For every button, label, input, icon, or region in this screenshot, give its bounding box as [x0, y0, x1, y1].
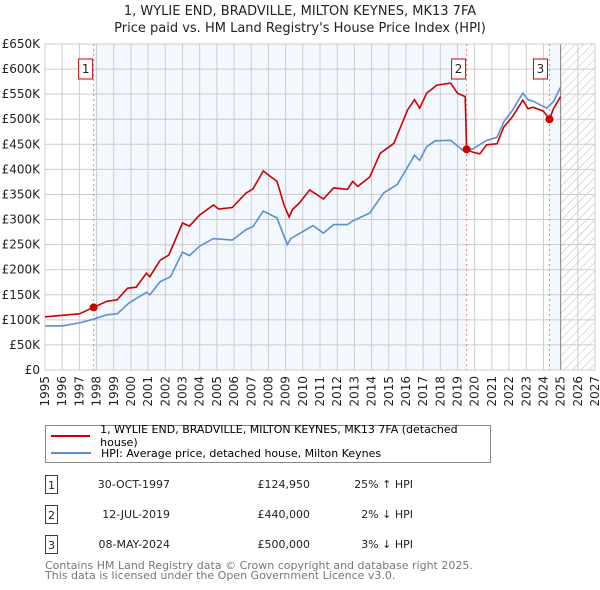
y-tick-label: £100K — [2, 313, 42, 327]
sale-row: 2 12-JUL-2019 £440,000 2% ↓ HPI — [45, 505, 445, 525]
x-tick-label: 2010 — [296, 376, 310, 407]
x-tick-label: 2013 — [347, 376, 361, 407]
x-tick-label: 2001 — [141, 376, 155, 407]
sale-row: 3 08-MAY-2024 £500,000 3% ↓ HPI — [45, 535, 445, 555]
x-tick-label: 2002 — [158, 376, 172, 407]
chart-subtitle: Price paid vs. HM Land Registry's House … — [114, 21, 486, 36]
x-tick-label: 2005 — [210, 376, 224, 407]
x-tick-label: 1998 — [90, 376, 104, 407]
x-tick-label: 1996 — [55, 376, 69, 407]
y-tick-label: £600K — [2, 62, 42, 76]
sale-price: £440,000 — [257, 508, 311, 521]
x-tick-label: 2015 — [382, 376, 396, 407]
sale-hpi-diff: 3% ↓ HPI — [361, 538, 413, 551]
y-tick-label: £250K — [2, 238, 42, 252]
sale-row: 1 30-OCT-1997 £124,950 25% ↑ HPI — [45, 475, 445, 495]
series-line — [45, 86, 562, 327]
legend-swatch-red — [51, 435, 91, 437]
legend: 1, WYLIE END, BRADVILLE, MILTON KEYNES, … — [45, 423, 491, 463]
x-tick-label: 2018 — [433, 376, 447, 407]
x-tick-label: 1997 — [72, 376, 86, 407]
sale-date: 08-MAY-2024 — [98, 538, 170, 551]
ownership-shading — [93, 44, 467, 370]
sale-hpi-diff: 2% ↓ HPI — [361, 508, 413, 521]
sale-label: 3 — [537, 62, 545, 76]
x-tick-label: 2007 — [244, 376, 258, 407]
x-tick-label: 2003 — [176, 376, 190, 407]
x-tick-label: 2021 — [485, 376, 499, 407]
y-tick-label: £550K — [2, 87, 42, 101]
x-tick-label: 2025 — [554, 376, 568, 407]
ownership-shading — [549, 44, 561, 370]
x-tick-label: 2014 — [365, 376, 379, 407]
y-tick-label: £300K — [2, 213, 42, 227]
sale-label-box — [78, 58, 94, 80]
sale-price: £500,000 — [257, 538, 311, 551]
y-tick-label: £350K — [2, 187, 42, 201]
sale-label-box — [532, 58, 548, 80]
x-tick-label: 2024 — [536, 376, 550, 407]
x-tick-label: 2016 — [399, 376, 413, 407]
y-tick-label: £650K — [2, 37, 42, 51]
series-line — [44, 82, 562, 318]
x-tick-label: 2026 — [571, 376, 585, 407]
sale-label-box — [451, 58, 467, 80]
x-tick-label: 2004 — [193, 376, 207, 407]
sale-label: 1 — [82, 62, 90, 76]
x-tick-label: 2019 — [451, 376, 465, 407]
legend-item-property: 1, WYLIE END, BRADVILLE, MILTON KEYNES, … — [46, 423, 490, 449]
legend-item-hpi: HPI: Average price, detached house, Milt… — [46, 445, 381, 461]
x-tick-label: 2023 — [519, 376, 533, 407]
legend-label: HPI: Average price, detached house, Milt… — [101, 446, 382, 460]
x-tick-label: 2012 — [330, 376, 344, 407]
x-tick-label: 2017 — [416, 376, 430, 407]
x-tick-label: 2027 — [588, 376, 600, 407]
y-tick-label: £200K — [2, 263, 42, 277]
sale-point — [545, 115, 554, 124]
x-tick-label: 2022 — [502, 376, 516, 407]
legend-swatch-blue — [51, 452, 91, 454]
x-tick-label: 1995 — [38, 376, 52, 407]
y-tick-label: £500K — [2, 112, 42, 126]
sale-marker-badge: 3 — [45, 535, 58, 554]
chart-title: 1, WYLIE END, BRADVILLE, MILTON KEYNES, … — [123, 4, 477, 19]
sale-date: 12-JUL-2019 — [102, 508, 170, 521]
y-tick-label: £0 — [25, 363, 40, 377]
price-chart: £0 £50K £100K £150K £200K £250K £300K £350K £400… — [2, 37, 600, 407]
y-tick-label: £450K — [2, 137, 42, 151]
footer: Contains HM Land Registry data © Crown c… — [45, 559, 473, 582]
footer-licence: This data is licensed under the Open Gov… — [45, 569, 396, 582]
x-tick-label: 2009 — [279, 376, 293, 407]
sale-price: £124,950 — [257, 478, 311, 491]
x-tick-label: 2006 — [227, 376, 241, 407]
sale-marker-badge: 1 — [45, 475, 58, 494]
x-tick-label: 2008 — [261, 376, 275, 407]
x-tick-label: 2000 — [124, 376, 138, 407]
plot-border — [44, 43, 596, 371]
x-tick-label: 1999 — [107, 376, 121, 407]
sale-point — [462, 145, 471, 154]
sale-hpi-diff: 25% ↑ HPI — [354, 478, 413, 491]
y-tick-label: £50K — [9, 338, 41, 352]
x-tick-label: 2011 — [313, 376, 327, 407]
sale-point — [89, 303, 98, 312]
sale-marker-badge: 2 — [45, 505, 58, 524]
footer-copyright: Contains HM Land Registry data © Crown c… — [45, 559, 473, 572]
sale-label: 2 — [455, 62, 463, 76]
y-tick-label: £400K — [2, 162, 42, 176]
sale-date: 30-OCT-1997 — [97, 478, 170, 491]
x-tick-label: 2020 — [468, 376, 482, 407]
legend-label: 1, WYLIE END, BRADVILLE, MILTON KEYNES, … — [100, 423, 458, 449]
y-tick-label: £150K — [2, 288, 42, 302]
